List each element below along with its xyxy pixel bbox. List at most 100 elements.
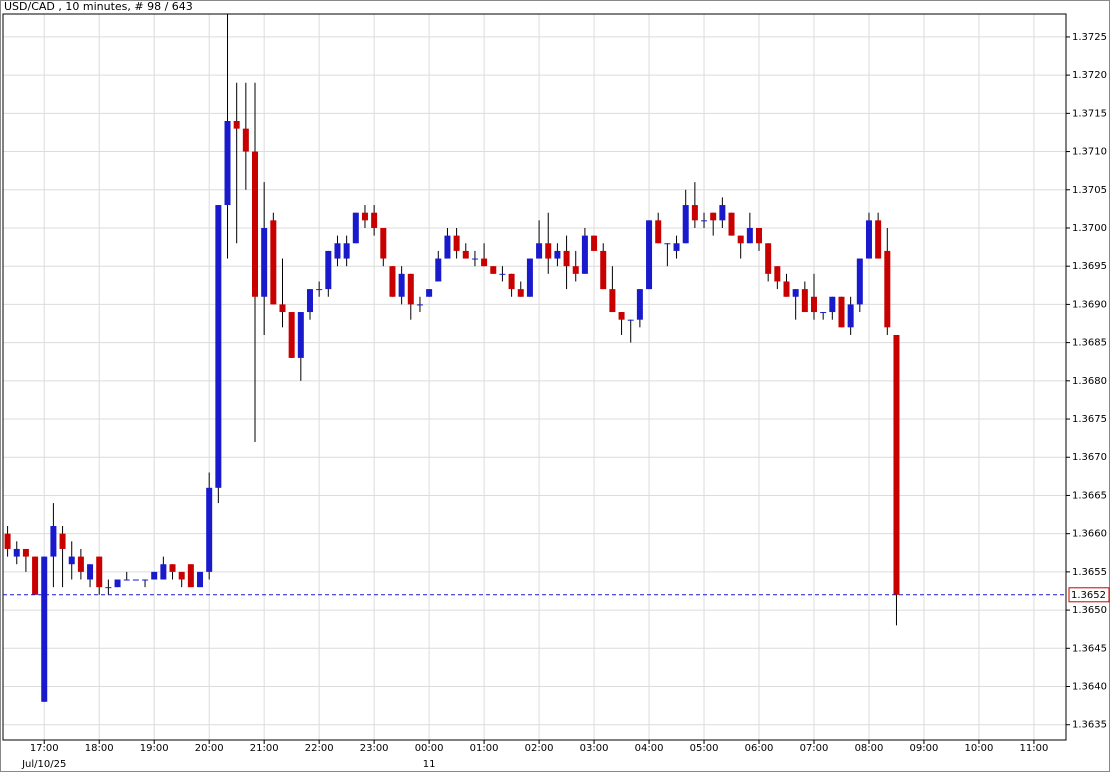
y-tick-label: 1.3665 [1072, 490, 1107, 501]
candle-body [636, 289, 643, 320]
x-tick-label: 00:00 [415, 743, 444, 754]
candle-body [600, 250, 607, 290]
y-tick-label: 1.3715 [1072, 108, 1107, 119]
x-tick-label: 04:00 [635, 743, 664, 754]
candle-body [224, 120, 231, 206]
candle-body [435, 258, 442, 282]
y-tick-label: 1.3700 [1072, 223, 1107, 234]
x-tick-label: 21:00 [250, 743, 279, 754]
y-tick-label: 1.3645 [1072, 643, 1107, 654]
candle-body [545, 243, 552, 259]
candle-body [142, 579, 149, 581]
x-tick-label: 23:00 [360, 743, 389, 754]
candle-body [627, 319, 634, 321]
chart-title: USD/CAD , 10 minutes, # 98 / 643 [4, 0, 193, 13]
candle-body [618, 312, 625, 320]
candle-body [352, 212, 359, 244]
candle-body [187, 564, 194, 588]
candle-body [462, 250, 469, 259]
candle-body [737, 235, 744, 244]
candle-body [765, 243, 772, 274]
last-price-box [1068, 587, 1110, 603]
candle-body [801, 289, 808, 313]
candle-body [517, 289, 524, 297]
candle-body [847, 304, 854, 328]
x-tick-label: 02:00 [525, 743, 554, 754]
y-tick-label: 1.3680 [1072, 376, 1107, 387]
date-label: Jul/10/25 [21, 759, 66, 770]
candle-body [838, 296, 845, 328]
candle-body [32, 556, 39, 595]
candle-body [123, 579, 130, 581]
candle-body [646, 220, 653, 290]
candle-body [673, 243, 680, 251]
candle-body [343, 243, 350, 259]
candle-body [105, 587, 112, 589]
x-tick-label: 17:00 [30, 743, 59, 754]
candle-body [581, 235, 588, 274]
candle-body [810, 296, 817, 313]
candle-body [453, 235, 460, 251]
x-tick-label: 05:00 [690, 743, 719, 754]
candle-body [270, 220, 277, 305]
candle-body [499, 273, 506, 275]
candle-body [572, 266, 579, 274]
date-label: 11 [423, 759, 436, 770]
candle-body [334, 243, 341, 259]
candle-body [701, 220, 708, 222]
candle-body [563, 250, 570, 267]
y-tick-label: 1.3695 [1072, 261, 1107, 272]
x-tick-label: 10:00 [965, 743, 994, 754]
candle-body [728, 212, 735, 236]
candle-body [746, 227, 753, 244]
last-price-label: 1.3652 [1071, 590, 1106, 601]
candle-body [508, 273, 515, 290]
candle-body [325, 250, 332, 290]
x-tick-label: 18:00 [85, 743, 114, 754]
candle-body [398, 273, 405, 297]
y-tick-label: 1.3685 [1072, 338, 1107, 349]
candle-body [664, 243, 671, 245]
candle-body [316, 289, 323, 291]
candle-body [893, 334, 900, 595]
candle-body [41, 556, 48, 702]
y-tick-label: 1.3655 [1072, 567, 1107, 578]
candle-body [536, 243, 543, 259]
candle-body [169, 564, 176, 572]
x-tick-label: 20:00 [195, 743, 224, 754]
candle-body [792, 289, 799, 297]
candle-body [361, 212, 368, 221]
candle-body [380, 227, 387, 259]
candle-body [22, 548, 29, 557]
candle-body [215, 205, 222, 488]
x-tick-label: 01:00 [470, 743, 499, 754]
candle-body [884, 250, 891, 328]
candle-body [306, 289, 313, 313]
candle-body [261, 227, 268, 297]
candle-body [609, 289, 616, 313]
candle-body [820, 312, 827, 314]
y-tick-label: 1.3690 [1072, 299, 1107, 310]
candle-body [865, 220, 872, 259]
candle-body [297, 312, 304, 358]
candle-body [856, 258, 863, 305]
candle-body [96, 556, 103, 588]
y-tick-label: 1.3635 [1072, 720, 1107, 731]
y-tick-label: 1.3640 [1072, 682, 1107, 693]
candle-body [710, 212, 717, 221]
candle-body [288, 312, 295, 358]
y-tick-label: 1.3670 [1072, 452, 1107, 463]
candle-body [756, 227, 763, 244]
candle-body [471, 258, 478, 260]
x-tick-label: 03:00 [580, 743, 609, 754]
candle-body [875, 220, 882, 259]
x-tick-label: 08:00 [855, 743, 884, 754]
candle-body [206, 487, 213, 572]
candle-body [252, 151, 259, 297]
candle-body [13, 548, 20, 557]
candle-body [197, 571, 204, 588]
candle-body [774, 266, 781, 282]
candle-body [371, 212, 378, 228]
candle-body [682, 205, 689, 244]
